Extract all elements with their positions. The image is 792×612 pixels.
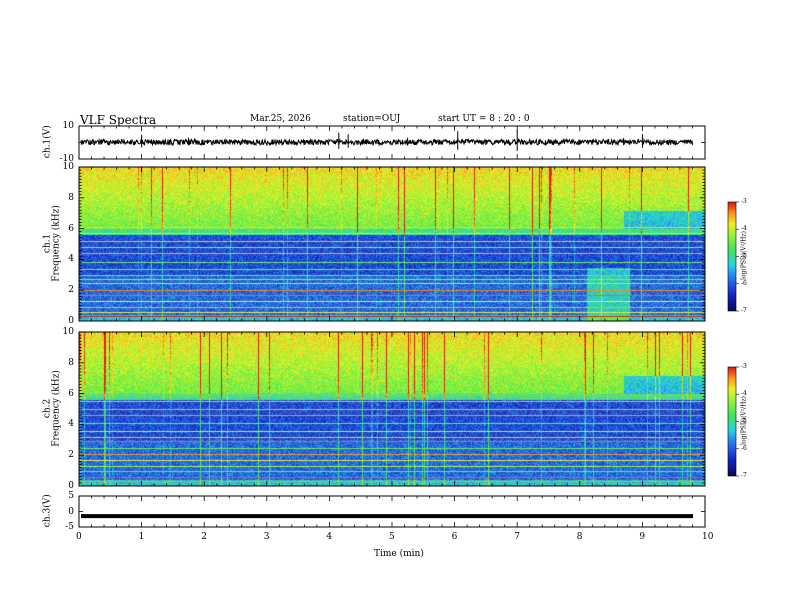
ch3-ytick-label: -5 [65,522,74,532]
ch2-spectrogram-ylabel: ch.2 Frequency (kHz) [43,363,63,453]
ch1-ytick-label: -10 [59,154,75,164]
colorbar-tick-label: -6 [741,444,747,452]
ch2-ytick-label: 4 [68,419,74,430]
x-tick-label: 5 [389,532,395,542]
x-tick-label: 1 [138,532,145,542]
ch1-ytick-label: 0 [68,316,74,326]
ch2-colorbar [728,367,736,476]
ch1-ytick-label: 6 [68,223,74,234]
ch2-ytick-label: 6 [68,388,74,399]
ch2-ytick-label: 10 [62,327,74,337]
x-tick-label: 8 [576,532,583,542]
colorbar-frame-1 [727,201,737,312]
colorbar-tick-label: -5 [741,252,747,260]
colorbar-tick-label: -3 [741,363,747,370]
ch1-ytick-label: 10 [62,162,74,172]
ch3-waveform-ylabel: ch.3(V) [42,494,53,528]
x-axis-label: Time (min) [374,549,424,559]
ch1-ylabel-line2: Frequency (kHz) [52,205,62,282]
x-tick-label: 7 [514,532,520,542]
ch1-waveform-ylabel: ch.1(V) [42,125,53,159]
x-tick-label: 9 [639,532,646,542]
colorbar-tick-label: -5 [741,417,747,425]
station-label: station=OUJ [343,114,401,124]
figure-title: VLF Spectra [80,113,157,127]
start-time-label: start UT = 8 : 20 : 0 [438,114,530,124]
ch1-ytick-label: 2 [68,285,74,296]
ch1-spectrogram-image [79,167,705,321]
ch1-colorbar [728,202,736,311]
ch2-ylabel-line2: Frequency (kHz) [52,370,62,447]
ch2-ytick-label: 2 [68,450,74,461]
panel-frame-2 [78,166,706,322]
x-tick-label: 2 [201,532,207,542]
x-tick-label: 6 [451,532,458,542]
x-tick-label: 10 [702,532,714,542]
ch1-ytick-label: 4 [68,254,74,265]
colorbar-tick-label: -7 [741,307,747,314]
ch1-ytick-label: 8 [68,192,74,203]
ch1-spectrogram-ylabel: ch.1 Frequency (kHz) [43,198,63,288]
x-tick-label: 3 [263,532,270,542]
colorbar-tick-label: -6 [741,279,747,287]
panel-frame-3 [78,331,706,487]
colorbar-frame-2 [727,366,737,477]
ch2-ytick-label: 8 [68,357,74,368]
ch2-spectrogram-image [79,332,705,486]
colorbar-tick-label: -4 [741,390,747,398]
colorbar-tick-label: -4 [741,225,747,233]
ch1-ytick-label: 10 [62,121,74,131]
date-label: Mar.25, 2026 [250,114,311,124]
ch1-waveform-line [80,137,694,147]
colorbar-tick-label: -3 [741,198,747,205]
colorbar-tick-label: -7 [741,472,747,479]
ch3-ytick-label: 0 [68,506,74,517]
x-tick-label: 4 [326,532,333,542]
x-tick-label: 0 [76,532,82,542]
ch3-ytick-label: 5 [68,491,74,501]
ch2-ytick-label: 0 [68,481,74,491]
